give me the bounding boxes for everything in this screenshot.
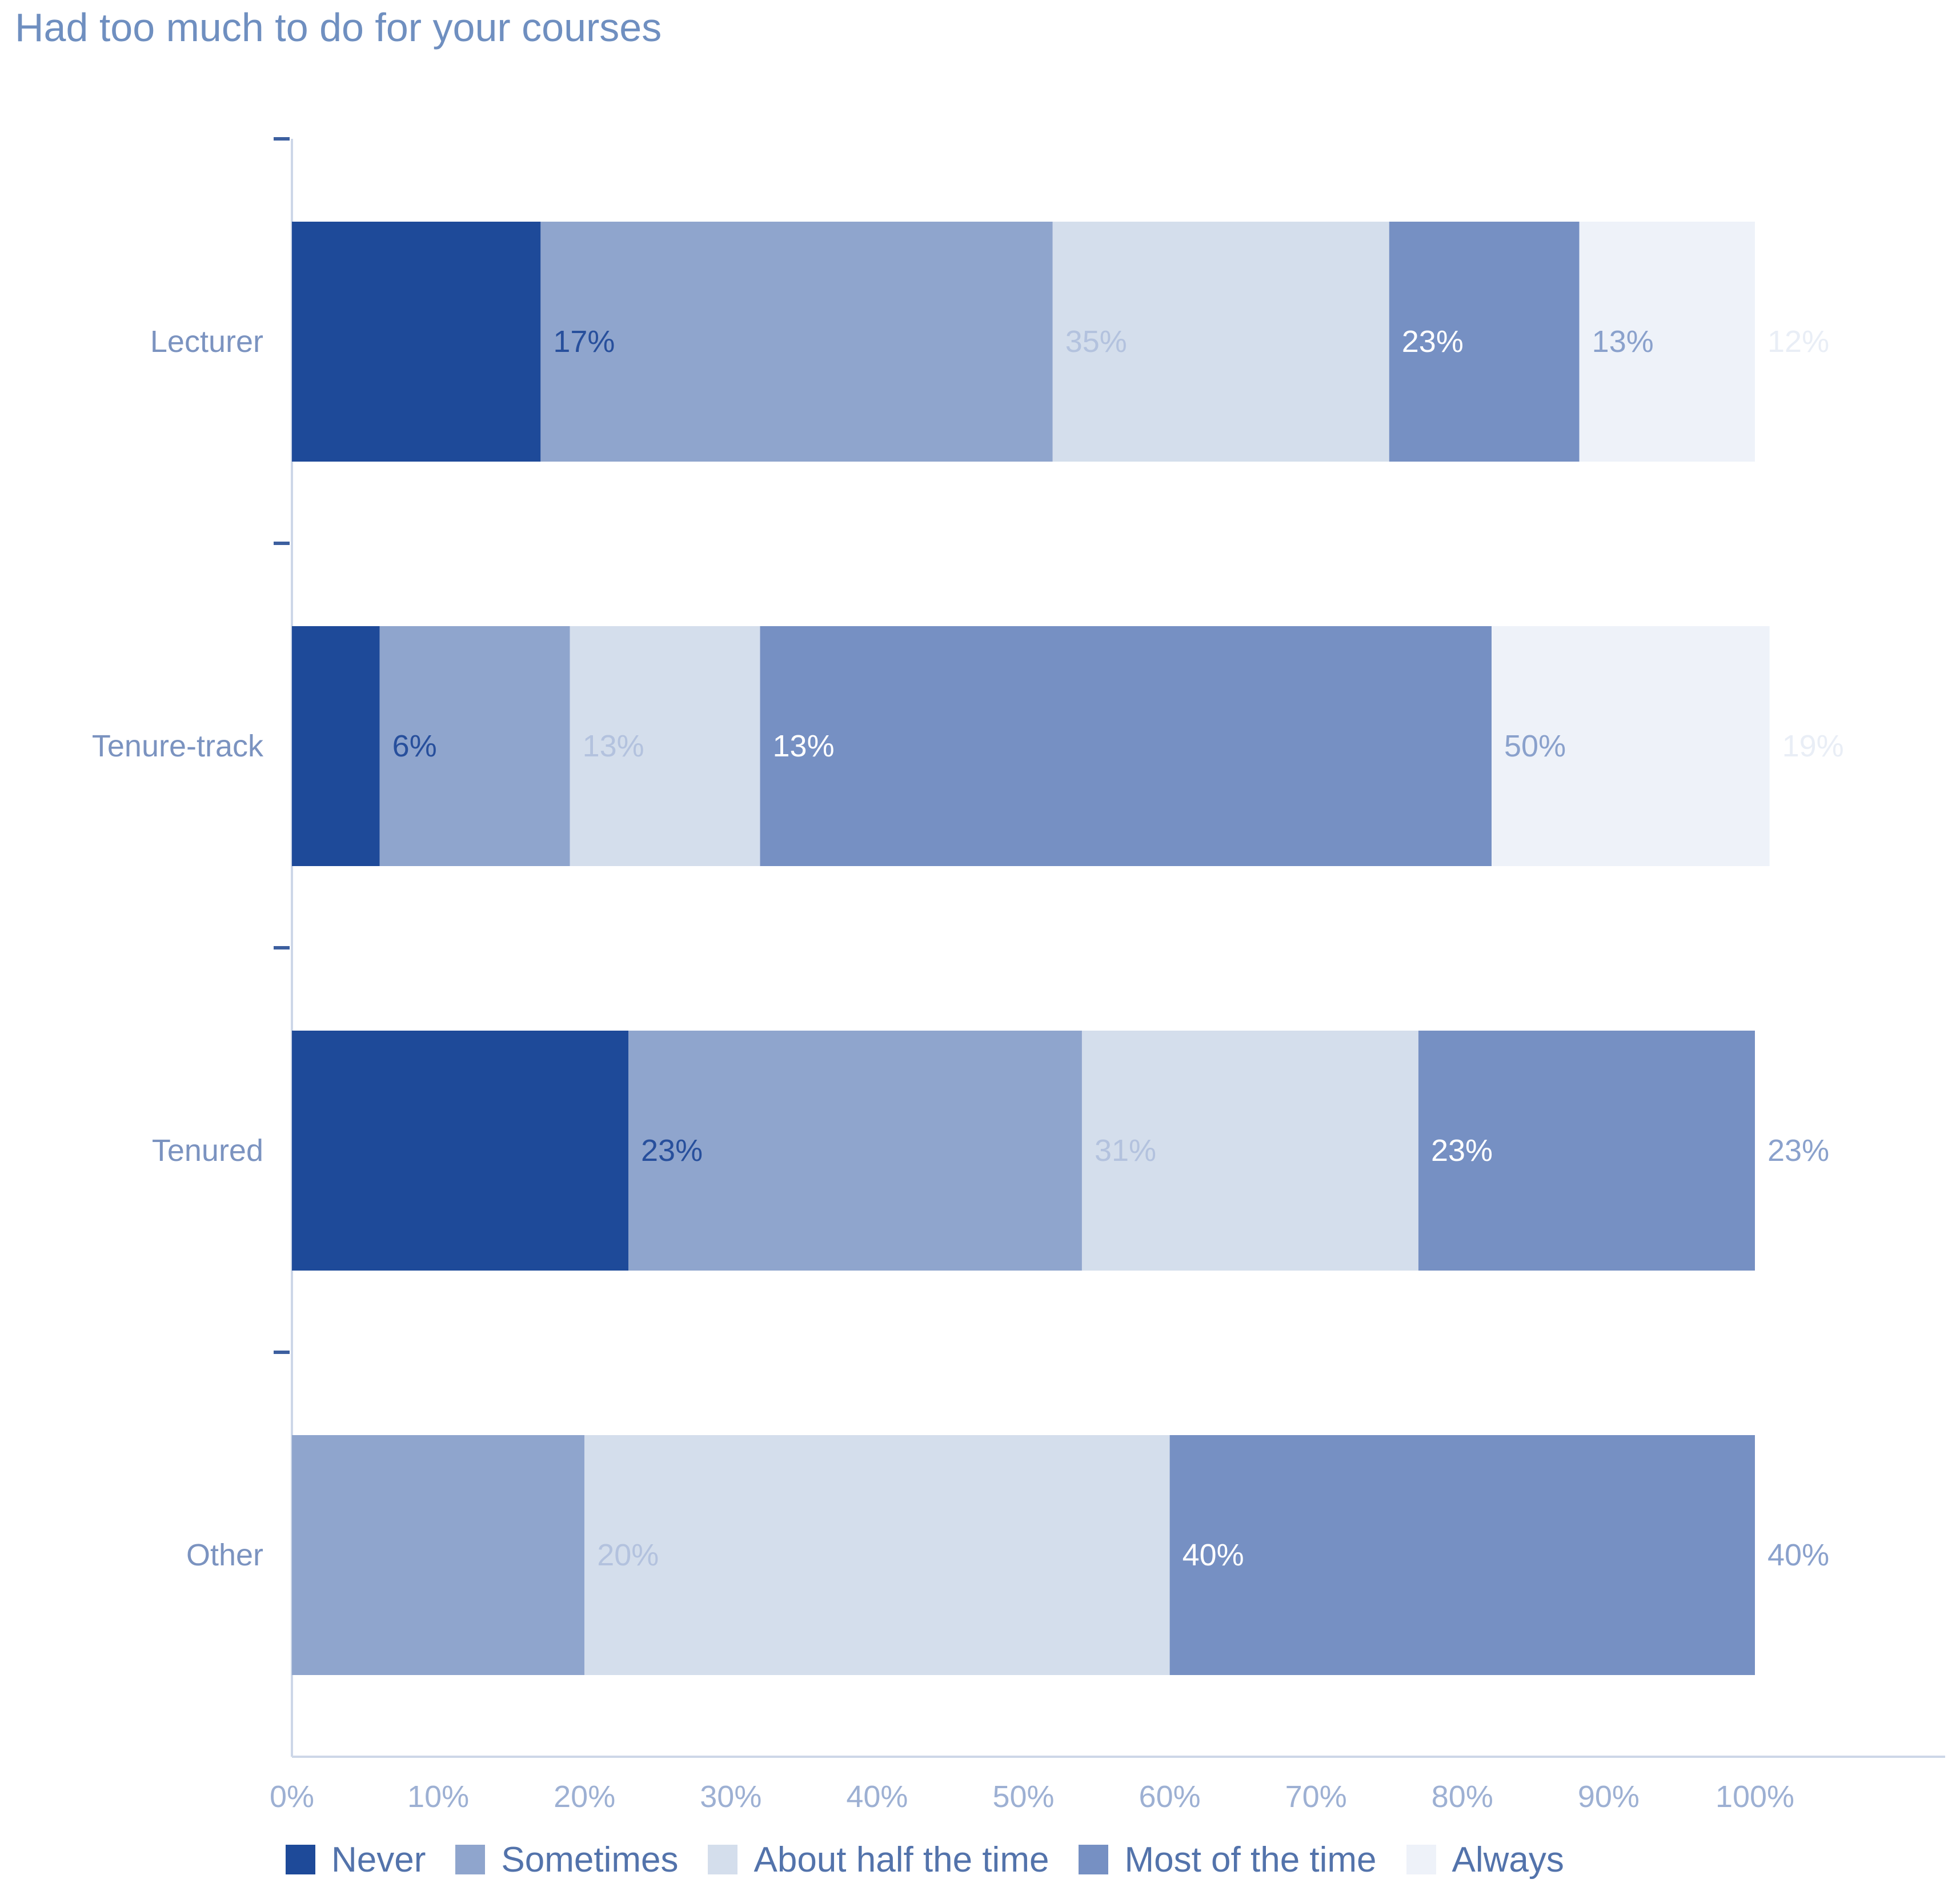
data-label: 31% <box>1095 1133 1156 1168</box>
x-tick-label: 70% <box>1285 1780 1347 1814</box>
bar-segment <box>1081 1031 1418 1271</box>
bars <box>292 222 1770 1675</box>
bar-segment <box>379 626 570 866</box>
category-label: Tenure-track <box>92 729 264 763</box>
data-label: 50% <box>1504 729 1566 763</box>
bar-segment <box>540 222 1053 462</box>
legend-item: Always <box>1406 1840 1564 1880</box>
x-tick-label: 10% <box>407 1780 469 1814</box>
legend-item: Most of the time <box>1079 1840 1377 1880</box>
data-label: 13% <box>1592 324 1654 359</box>
legend: Never Sometimes About half the time Most of… <box>286 1834 1594 1885</box>
stacked-bar-chart: 17% 35% 23% 13% 12% 6% 13% 13% 50% 19% 23% 31% 23% 23… <box>92 137 1945 1814</box>
data-label: 12% <box>1767 324 1829 359</box>
tick-labels: Lecturer Tenure-track Tenured Other 0% 10% 20%… <box>92 324 1794 1814</box>
legend-label: Most of the time <box>1124 1840 1377 1880</box>
legend-swatch <box>1406 1845 1436 1874</box>
bar-segment <box>292 626 380 866</box>
legend-label: About half the time <box>753 1840 1049 1880</box>
x-tick-label: 40% <box>846 1780 908 1814</box>
x-tick-label: 90% <box>1578 1780 1640 1814</box>
data-label: 35% <box>1065 324 1127 359</box>
data-label: 6% <box>392 729 437 763</box>
legend-item: Sometimes <box>455 1840 678 1880</box>
x-tick-label: 100% <box>1715 1780 1794 1814</box>
legend-item: Never <box>286 1840 426 1880</box>
legend-swatch <box>1079 1845 1109 1874</box>
data-label: 17% <box>553 324 615 359</box>
data-label: 40% <box>1767 1538 1829 1572</box>
category-label: Lecturer <box>150 324 263 359</box>
x-tick-label: 30% <box>700 1780 761 1814</box>
x-tick-label: 50% <box>992 1780 1054 1814</box>
x-tick-label: 0% <box>270 1780 314 1814</box>
data-label: 19% <box>1782 729 1844 763</box>
data-label: 13% <box>773 729 835 763</box>
x-tick-label: 60% <box>1139 1780 1201 1814</box>
x-tick-label: 80% <box>1432 1780 1493 1814</box>
bar-segment <box>292 1031 629 1271</box>
bar-segment <box>292 222 541 462</box>
bar-segment <box>584 1435 1170 1675</box>
bar-segment <box>1492 626 1770 866</box>
bar-segment <box>1389 222 1580 462</box>
data-label: 23% <box>1767 1133 1829 1168</box>
bar-segment <box>1169 1435 1755 1675</box>
bar-segment <box>760 626 1492 866</box>
category-label: Other <box>186 1538 263 1572</box>
data-label: 23% <box>1431 1133 1493 1168</box>
data-label: 23% <box>641 1133 703 1168</box>
legend-item: About half the time <box>708 1840 1049 1880</box>
legend-label: Always <box>1452 1840 1564 1880</box>
bar-segment <box>1052 222 1389 462</box>
bar-segment <box>1579 222 1755 462</box>
legend-swatch <box>455 1845 486 1874</box>
x-tick-label: 20% <box>554 1780 615 1814</box>
bar-segment <box>570 626 760 866</box>
data-label: 13% <box>583 729 644 763</box>
bar-segment <box>1418 1031 1755 1271</box>
data-label: 23% <box>1402 324 1464 359</box>
chart-title: Had too much to do for your courses <box>15 5 662 50</box>
bar-segment <box>292 1435 585 1675</box>
data-labels: 17% 35% 23% 13% 12% 6% 13% 13% 50% 19% 23% 31% 23% 23… <box>392 324 1844 1572</box>
bar-segment <box>628 1031 1082 1271</box>
legend-label: Never <box>331 1840 426 1880</box>
category-label: Tenured <box>152 1133 263 1168</box>
data-label: 20% <box>597 1538 659 1572</box>
legend-label: Sometimes <box>501 1840 679 1880</box>
legend-swatch <box>708 1845 738 1874</box>
legend-swatch <box>286 1845 315 1874</box>
data-label: 40% <box>1183 1538 1244 1572</box>
